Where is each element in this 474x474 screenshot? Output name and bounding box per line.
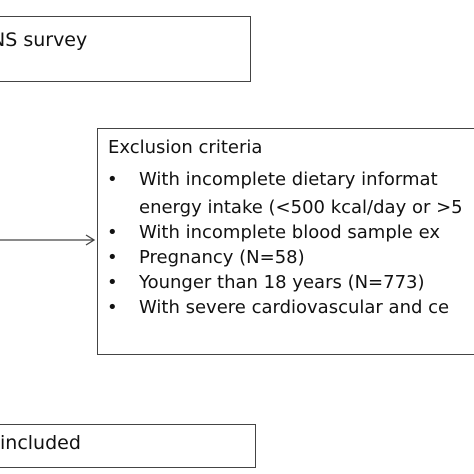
included-box-text: included [0, 432, 81, 454]
bullet: • [107, 272, 118, 293]
bullet: • [107, 169, 118, 190]
exclusion-item-text: With incomplete dietary informat [139, 169, 438, 190]
bullet: • [107, 297, 118, 318]
exclusion-item-text: With severe cardiovascular and ce [139, 297, 450, 318]
survey-box: NS survey [0, 16, 251, 82]
bullet: • [107, 222, 118, 243]
exclusion-item-text: Younger than 18 years (N=773) [139, 272, 425, 293]
exclusion-item-text: energy intake (<500 kcal/day or >5 [139, 197, 463, 218]
included-box: included [0, 424, 256, 468]
survey-box-text: NS survey [0, 29, 88, 51]
exclusion-item-text: Pregnancy (N=58) [139, 247, 305, 268]
exclusion-criteria-box: Exclusion criteria • With incomplete die… [97, 128, 474, 355]
arrow-to-exclusion-head [85, 234, 96, 246]
bullet: • [107, 247, 118, 268]
exclusion-heading: Exclusion criteria [108, 137, 263, 158]
exclusion-item-text: With incomplete blood sample ex [139, 222, 440, 243]
